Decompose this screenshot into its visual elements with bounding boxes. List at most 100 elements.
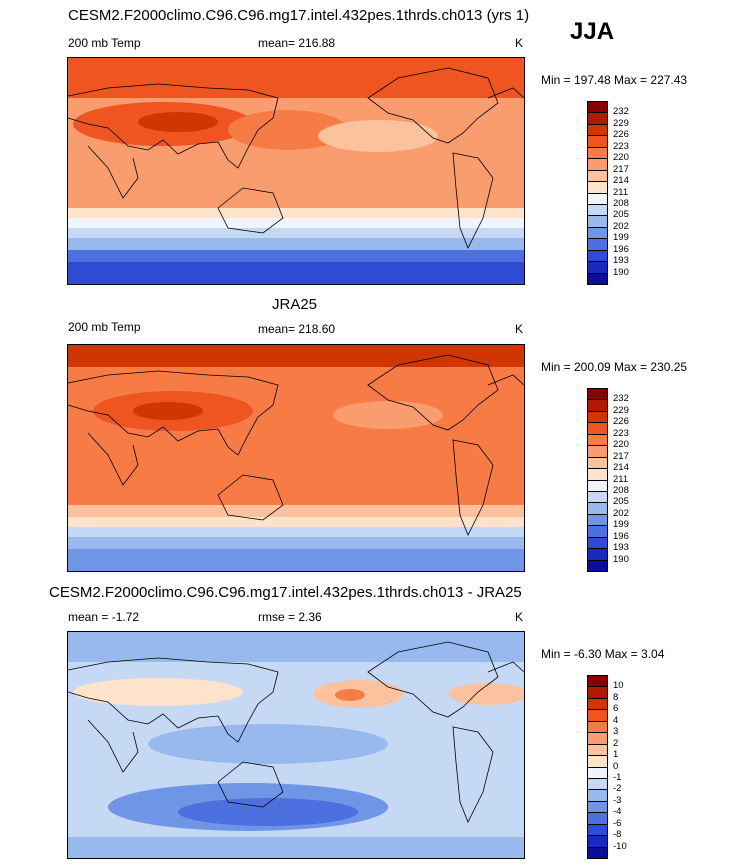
colorbar-tick-label: 193 — [613, 542, 629, 554]
colorbar-tick-label: 226 — [613, 416, 629, 428]
colorbar-tick-label: 1 — [613, 749, 619, 761]
panel1-map-svg — [68, 58, 524, 284]
colorbar-tick-label: 217 — [613, 163, 629, 175]
colorbar-tick-label: 214 — [613, 462, 629, 474]
panel2-colorbar: 232 229 226 223 220 217 214 211 208 205 202 199 196 1… — [587, 388, 647, 572]
colorbar-tick-label: 4 — [613, 714, 619, 726]
colorbar-tick-label: 190 — [613, 553, 629, 565]
panel1-variable-label: 200 mb Temp — [68, 36, 141, 50]
panel2-map-svg — [68, 345, 524, 571]
panel3-band-north — [68, 632, 524, 662]
colorbar-tick-label: 10 — [613, 680, 624, 692]
panel1-warm-core — [138, 112, 218, 132]
panel3-minmax-label: Min = -6.30 Max = 3.04 — [541, 647, 665, 661]
panel3-colorbar: 10 8 6 4 3 2 1 0 -1 -2 -3 -4 -6 -8 -10 — [587, 675, 647, 859]
colorbar-tick-label: 229 — [613, 404, 629, 416]
panel3-rmse-label: rmse = 2.36 — [258, 610, 322, 624]
panel3-band-south — [68, 837, 524, 858]
colorbar-tick-label: 232 — [613, 106, 629, 118]
panel1-minmax-label: Min = 197.48 Max = 227.43 — [541, 73, 688, 87]
panel1-band-north — [68, 58, 524, 98]
panel2-minmax-label: Min = 200.09 Max = 230.25 — [541, 360, 688, 374]
colorbar-tick-label: 223 — [613, 427, 629, 439]
colorbar-tick-label: 232 — [613, 393, 629, 405]
colorbar-tick-label: 2 — [613, 737, 619, 749]
panel3-mean-label: mean = -1.72 — [68, 610, 140, 624]
panel1-band-s3 — [68, 228, 524, 238]
season-label: JJA — [570, 18, 615, 45]
colorbar-tick-label: 196 — [613, 530, 629, 542]
panel2-map — [67, 344, 525, 572]
panel3-coastlines — [68, 641, 524, 823]
colorbar-tick-label: -1 — [613, 771, 622, 783]
colorbar-tick-label: -3 — [613, 794, 622, 806]
panel1-band-s1 — [68, 208, 524, 218]
colorbar-tick-label: -6 — [613, 817, 622, 829]
panel3-neg-core — [178, 798, 358, 826]
panel2-band-north — [68, 345, 524, 367]
panel2-title: JRA25 — [272, 296, 318, 313]
panel3-pos-atlantic — [448, 683, 524, 705]
panel1-warm-pacific — [228, 110, 348, 150]
colorbar-tick-label: 211 — [613, 186, 629, 198]
colorbar-tick-label: 199 — [613, 232, 629, 244]
panel3-title: CESM2.F2000climo.C96.C96.mg17.intel.432p… — [49, 584, 522, 601]
colorbar-tick-label: 202 — [613, 507, 629, 519]
colorbar-swatch — [587, 846, 608, 859]
panel2-band-s5 — [68, 549, 524, 571]
colorbar-tick-label: 0 — [613, 760, 619, 772]
panel3-map — [67, 631, 525, 859]
colorbar-tick-label: 220 — [613, 439, 629, 451]
panel1-title: CESM2.F2000climo.C96.C96.mg17.intel.432p… — [68, 7, 530, 24]
panel3-map-svg — [68, 632, 524, 858]
panel3-neg-band — [148, 724, 388, 764]
panel2-units-label: K — [515, 322, 524, 336]
panel2-mean-label: mean= 218.60 — [258, 322, 336, 336]
panel1-coastlines — [68, 67, 524, 249]
panel2-cool-pacific — [333, 401, 443, 429]
colorbar-swatch — [587, 272, 608, 285]
colorbar-tick-label: 214 — [613, 175, 629, 187]
colorbar-tick-label: 8 — [613, 691, 619, 703]
colorbar-tick-label: -10 — [613, 840, 627, 852]
colorbar-tick-label: 6 — [613, 703, 619, 715]
panel1-band-s2 — [68, 218, 524, 228]
panel1-colorbar: 232 229 226 223 220 217 214 211 208 205 202 199 196 1… — [587, 101, 647, 285]
colorbar-tick-label: 211 — [613, 473, 629, 485]
panel2-variable-label: 200 mb Temp — [68, 320, 141, 334]
colorbar-tick-label: 196 — [613, 243, 629, 255]
colorbar-tick-label: 193 — [613, 255, 629, 267]
colorbar-tick-label: -8 — [613, 829, 622, 841]
colorbar-tick-label: 202 — [613, 220, 629, 232]
colorbar-tick-label: 220 — [613, 152, 629, 164]
panel2-band-s3 — [68, 527, 524, 537]
panel2-band-s1 — [68, 505, 524, 517]
panel3-pos-asia — [73, 678, 243, 706]
panel2-coastlines — [68, 354, 524, 536]
colorbar-swatch — [587, 559, 608, 572]
colorbar-tick-label: 208 — [613, 484, 629, 496]
colorbar-tick-label: -4 — [613, 806, 622, 818]
panel1-mean-label: mean= 216.88 — [258, 36, 336, 50]
colorbar-tick-label: 208 — [613, 197, 629, 209]
panel3-pos-core — [335, 689, 365, 701]
panel3-units-label: K — [515, 610, 524, 624]
colorbar-tick-label: 3 — [613, 726, 619, 738]
colorbar-tick-label: 229 — [613, 117, 629, 129]
panel1-units-label: K — [515, 36, 524, 50]
panel1-band-s6 — [68, 262, 524, 284]
colorbar-tick-label: 205 — [613, 209, 629, 221]
colorbar-tick-label: 223 — [613, 140, 629, 152]
panel1-band-s5 — [68, 250, 524, 262]
panel2-warm-core — [133, 402, 203, 420]
panel2-band-s4 — [68, 537, 524, 549]
panel1-cool-pacific — [318, 120, 438, 152]
colorbar-tick-label: 199 — [613, 519, 629, 531]
colorbar-tick-label: 190 — [613, 266, 629, 278]
colorbar-tick-label: -2 — [613, 783, 622, 795]
panel2-band-s2 — [68, 517, 524, 527]
colorbar-tick-label: 226 — [613, 129, 629, 141]
panel1-band-s4 — [68, 238, 524, 250]
colorbar-tick-label: 205 — [613, 496, 629, 508]
colorbar-tick-label: 217 — [613, 450, 629, 462]
